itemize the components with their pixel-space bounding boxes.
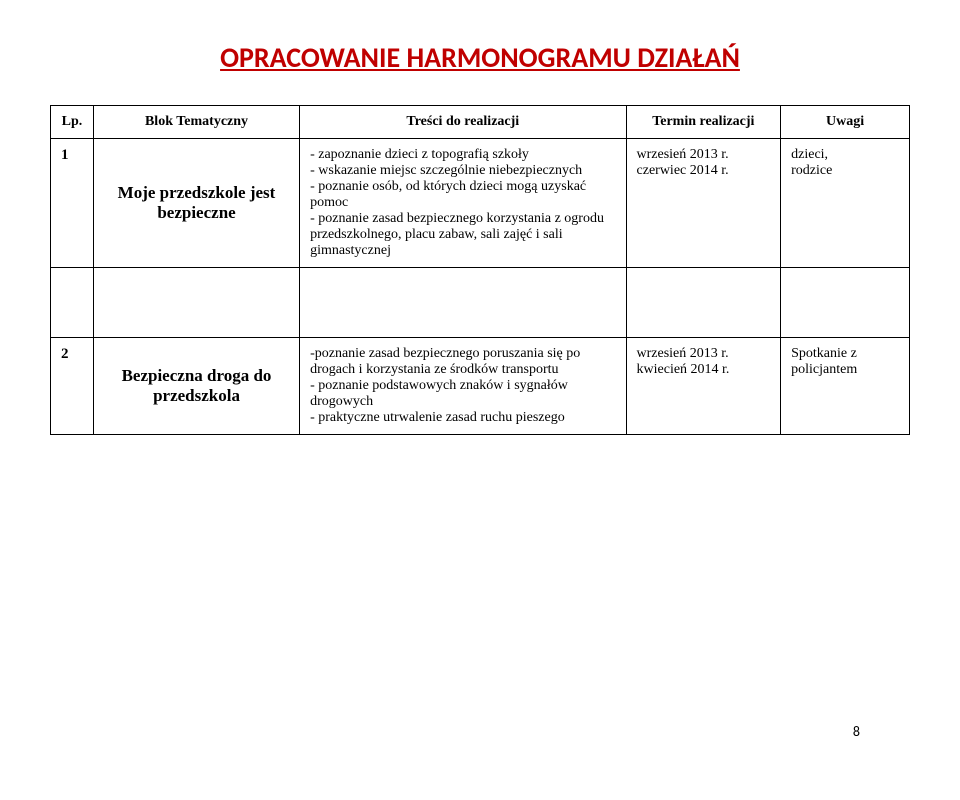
cell-blok-1: Moje przedszkole jest bezpieczne	[93, 139, 299, 268]
page-title: OPRACOWANIE HARMONOGRAMU DZIAŁAŃ	[50, 40, 910, 75]
cell-blok-2: Bezpieczna droga do przedszkola	[93, 338, 299, 435]
header-termin: Termin realizacji	[626, 106, 781, 139]
cell-lp-1: 1	[51, 139, 94, 268]
header-lp: Lp.	[51, 106, 94, 139]
cell-tresci-2: -poznanie zasad bezpiecznego poruszania …	[300, 338, 626, 435]
table-header-row: Lp. Blok Tematyczny Treści do realizacji…	[51, 106, 910, 139]
cell-termin-1: wrzesień 2013 r.czerwiec 2014 r.	[626, 139, 781, 268]
cell-termin-2: wrzesień 2013 r.kwiecień 2014 r.	[626, 338, 781, 435]
header-blok: Blok Tematyczny	[93, 106, 299, 139]
table-row: 2 Bezpieczna droga do przedszkola -pozna…	[51, 338, 910, 435]
header-uwagi: Uwagi	[781, 106, 910, 139]
table-row: 1 Moje przedszkole jest bezpieczne - zap…	[51, 139, 910, 268]
cell-uwagi-1: dzieci,rodzice	[781, 139, 910, 268]
page-number: 8	[853, 723, 860, 740]
cell-lp-2: 2	[51, 338, 94, 435]
schedule-table: Lp. Blok Tematyczny Treści do realizacji…	[50, 105, 910, 435]
cell-uwagi-2: Spotkanie z policjantem	[781, 338, 910, 435]
cell-tresci-1: - zapoznanie dzieci z topografią szkoły-…	[300, 139, 626, 268]
header-tresci: Treści do realizacji	[300, 106, 626, 139]
spacer-row	[51, 268, 910, 338]
